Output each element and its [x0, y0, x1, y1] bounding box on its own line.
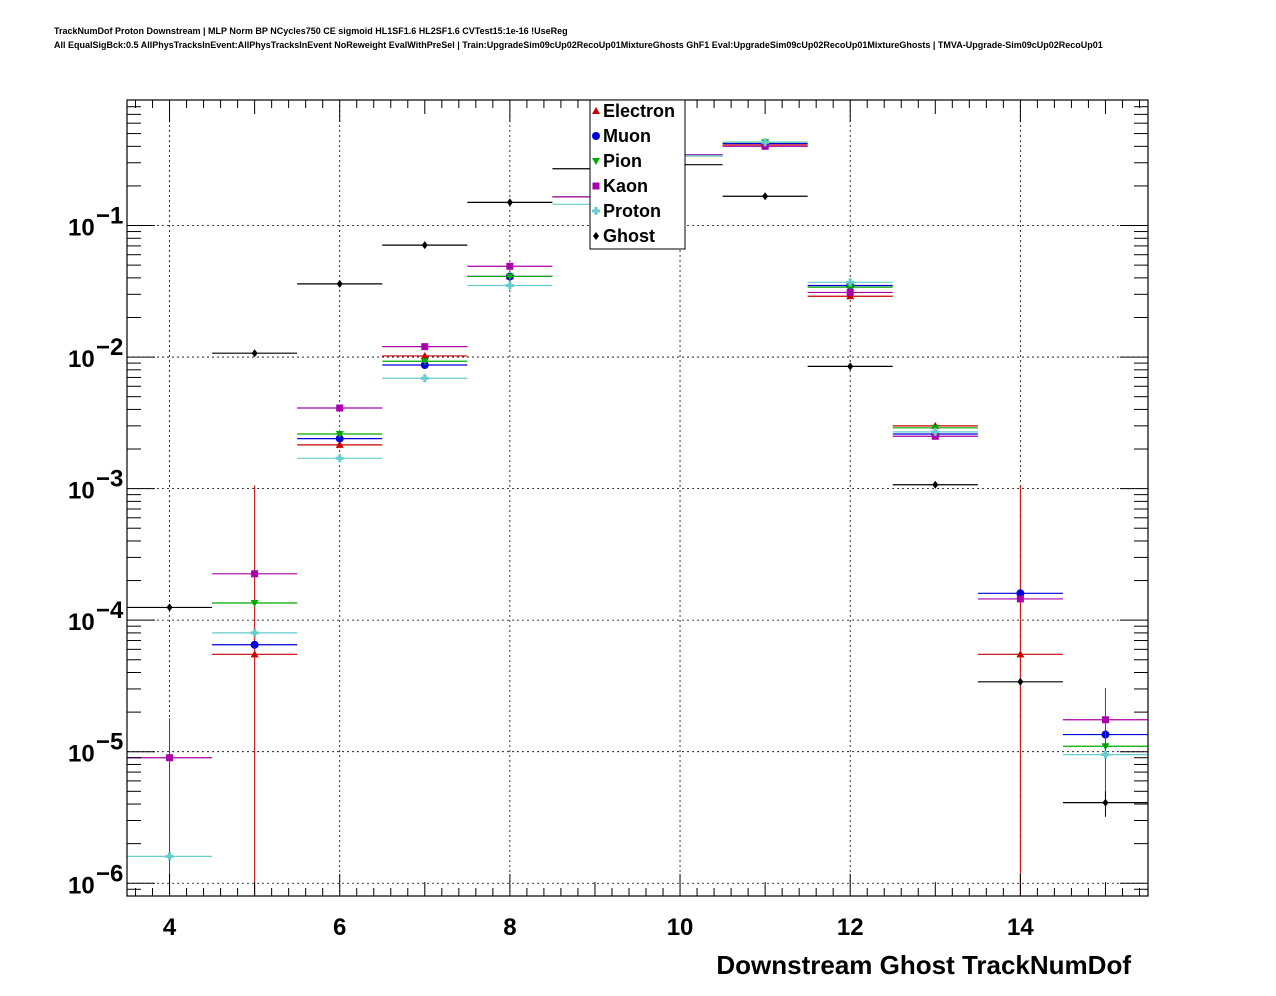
series-electron: [212, 140, 1063, 896]
data-point: [761, 142, 769, 150]
data-point: [251, 570, 259, 578]
data-point: [592, 182, 600, 190]
x-tick-label: 8: [503, 914, 516, 941]
legend-entry-proton: Proton: [603, 201, 661, 221]
x-tick-label: 4: [163, 914, 177, 941]
data-point: [166, 603, 173, 612]
data-point: [1016, 589, 1025, 598]
data-point: [166, 754, 174, 762]
y-tick-exponent: −3: [96, 466, 123, 493]
data-point: [592, 107, 600, 114]
y-tick-label: 10: [68, 478, 95, 505]
x-tick-label: 6: [333, 914, 346, 941]
data-point: [932, 480, 939, 489]
data-point: [1101, 750, 1110, 759]
x-axis-title: Downstream Ghost TrackNumDof: [716, 950, 1131, 980]
data-point: [1101, 716, 1109, 724]
legend-entry-pion: Pion: [603, 151, 642, 171]
y-tick-label: 10: [68, 215, 95, 242]
y-tick-exponent: −4: [96, 597, 124, 624]
data-point: [505, 281, 514, 290]
data-point: [335, 434, 344, 443]
data-point: [420, 358, 429, 366]
chart-title-line2: All EqualSigBck:0.5 AllPhysTracksInEvent…: [54, 40, 1103, 50]
data-point: [250, 650, 259, 658]
data-point: [846, 278, 855, 287]
data-point: [1017, 677, 1024, 686]
data-point: [420, 351, 429, 359]
legend-entry-ghost: Ghost: [603, 226, 655, 246]
data-point: [420, 374, 429, 383]
legend-entry-kaon: Kaon: [603, 176, 648, 196]
y-tick-exponent: −2: [96, 334, 123, 361]
data-point: [336, 404, 344, 412]
data-point: [421, 241, 428, 250]
x-tick-label: 12: [837, 914, 864, 941]
y-tick-label: 10: [68, 609, 95, 636]
data-point: [335, 440, 344, 448]
data-point: [931, 432, 939, 440]
data-point: [931, 427, 940, 436]
data-point: [1102, 798, 1109, 807]
legend: Electron Muon Pion Kaon Proton Ghost: [589, 99, 686, 250]
data-point: [847, 362, 854, 371]
data-point: [1016, 595, 1024, 603]
y-tick-exponent: −1: [96, 203, 123, 230]
chart-title-line1: TrackNumDof Proton Downstream | MLP Norm…: [54, 26, 568, 36]
y-tick-exponent: −5: [96, 729, 123, 756]
series-kaon: [127, 142, 1148, 896]
legend-entry-electron: Electron: [603, 101, 675, 121]
data-point: [846, 288, 854, 296]
y-tick-exponent: −6: [96, 860, 123, 887]
data-point: [250, 600, 259, 608]
data-point: [592, 158, 600, 165]
data-point: [506, 262, 514, 270]
data-point: [335, 454, 344, 463]
y-tick-label: 10: [68, 872, 95, 899]
data-point: [761, 138, 770, 147]
x-tick-label: 14: [1007, 914, 1034, 941]
data-point: [593, 232, 599, 240]
data-point: [505, 273, 514, 281]
data-point: [762, 192, 769, 201]
legend-box: [589, 99, 686, 250]
y-tick-label: 10: [68, 346, 95, 373]
data-point: [846, 284, 855, 292]
data-point: [250, 640, 259, 649]
data-point: [421, 343, 429, 351]
data-point: [336, 279, 343, 288]
x-tick-label: 10: [667, 914, 694, 941]
data-point: [1016, 650, 1025, 658]
data-point: [251, 349, 258, 358]
data-point: [506, 198, 513, 207]
data-point: [592, 132, 600, 140]
data-point: [165, 852, 174, 861]
legend-entry-muon: Muon: [603, 126, 651, 146]
data-point: [335, 431, 344, 439]
data-point: [592, 207, 600, 215]
y-tick-label: 10: [68, 741, 95, 768]
data-point: [250, 628, 259, 637]
data-points: [127, 138, 1148, 896]
axis-ticks: [127, 99, 1148, 897]
